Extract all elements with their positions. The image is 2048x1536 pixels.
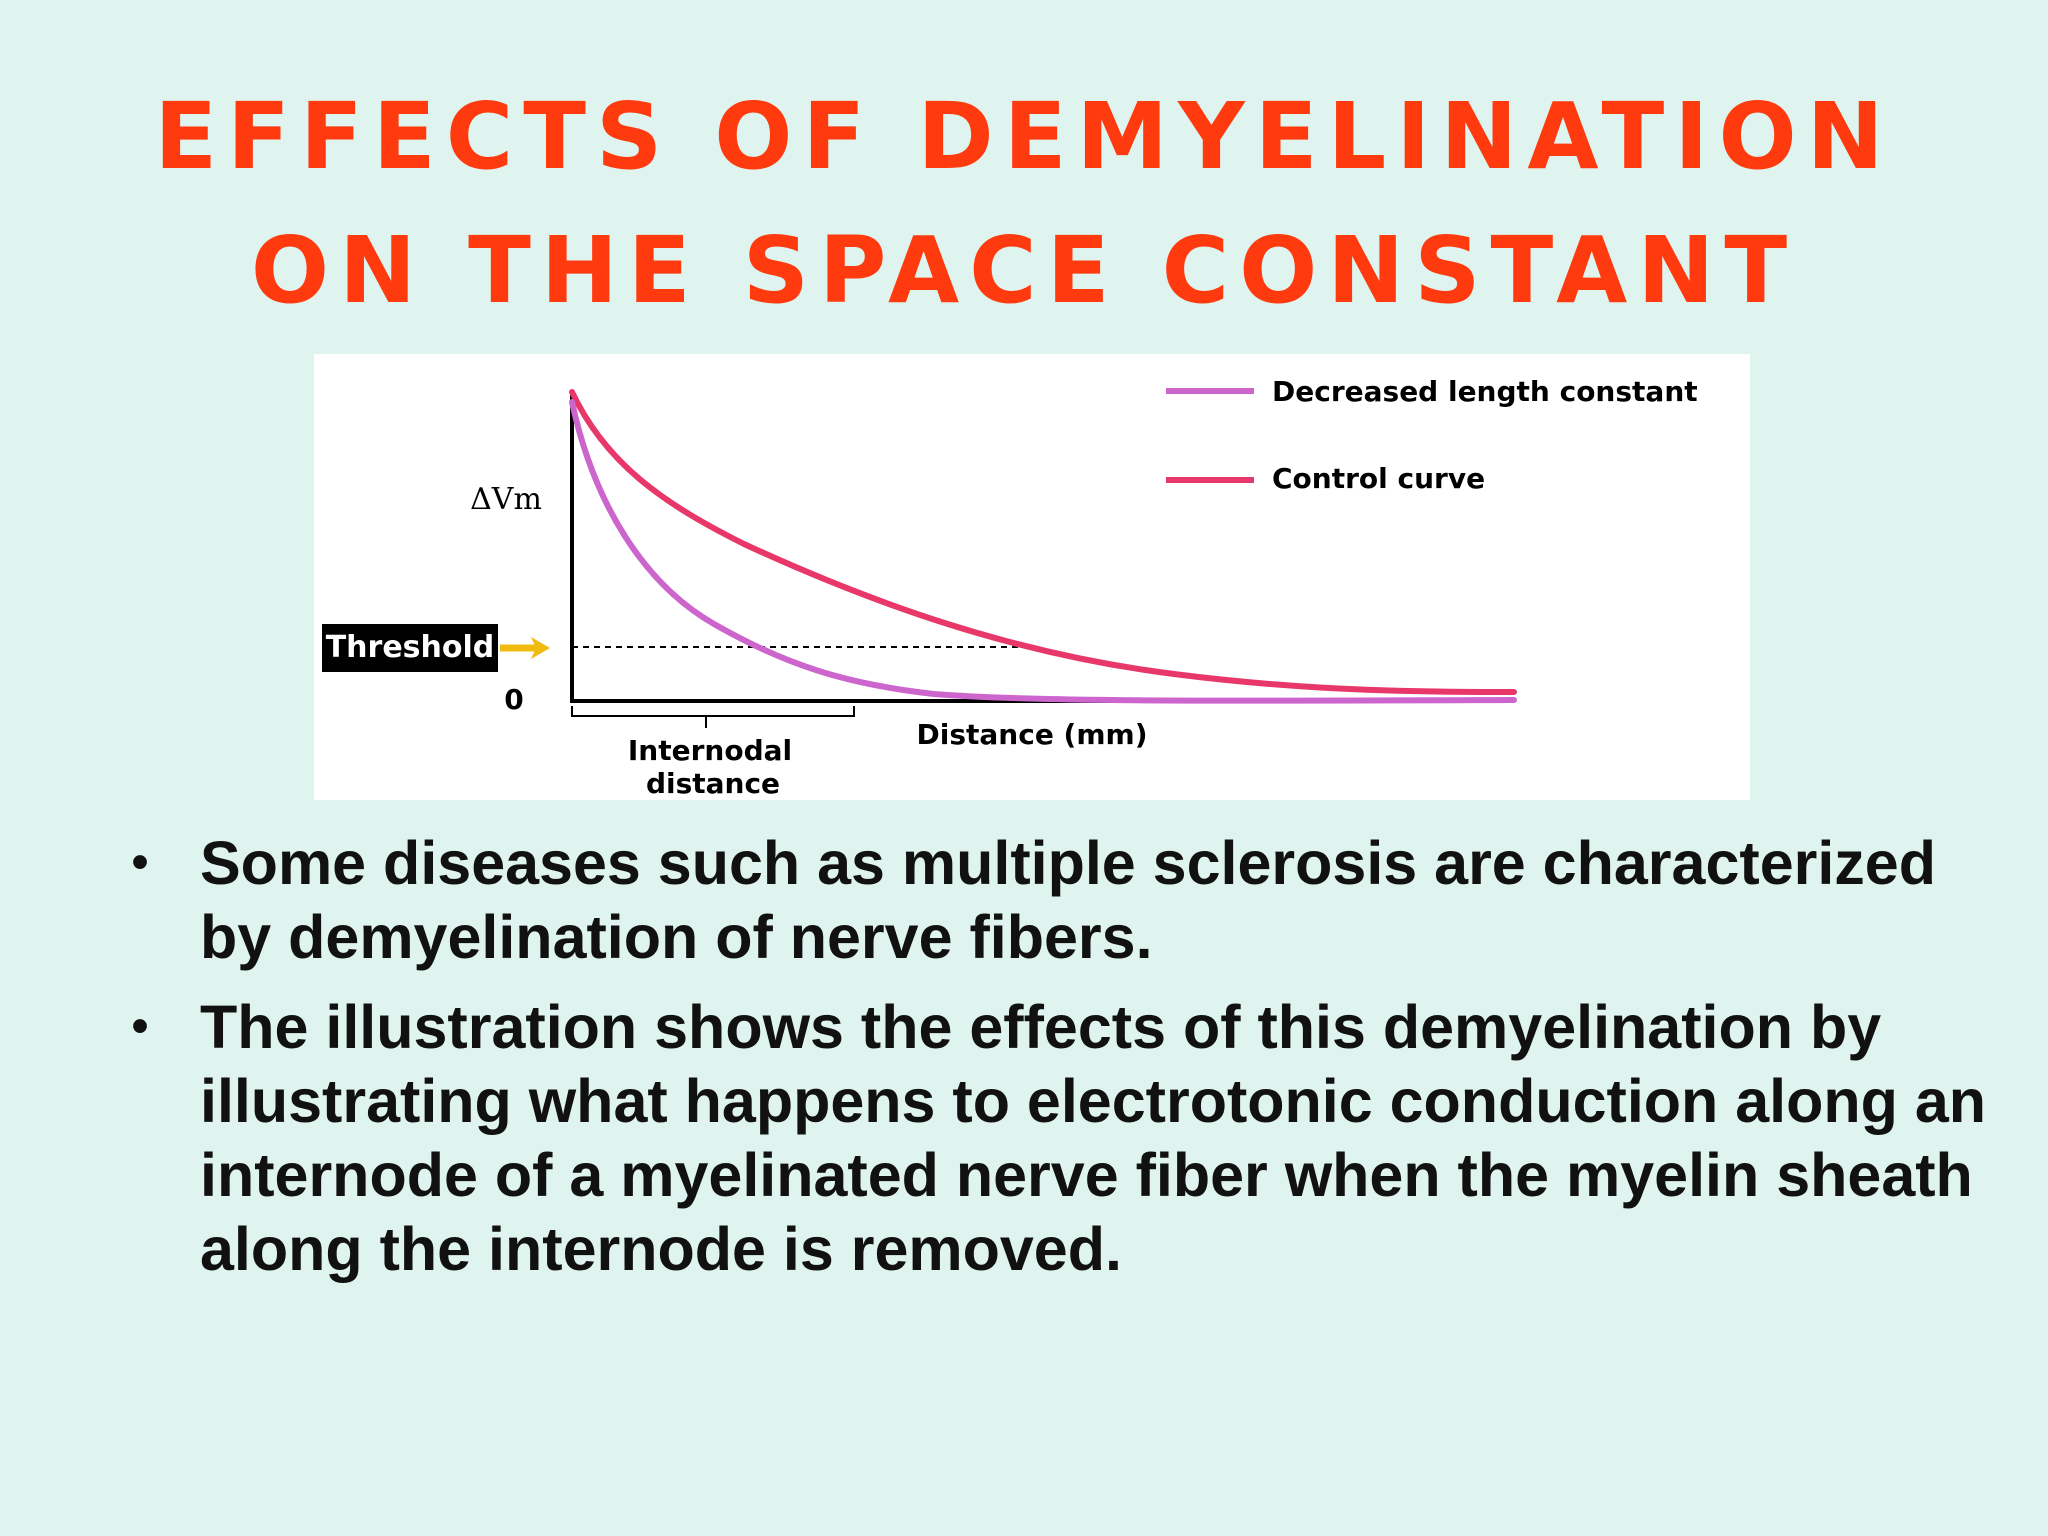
bullet-text: Some diseases such as multiple sclerosis… bbox=[200, 829, 1936, 971]
legend-decreased-label: Decreased length constant bbox=[1272, 375, 1698, 408]
y-axis-label: ΔVm bbox=[470, 482, 542, 517]
bullet-text: The illustration shows the effects of th… bbox=[200, 993, 1987, 1283]
internode-label-line-2: distance bbox=[646, 767, 780, 800]
bullet-icon: • bbox=[131, 1000, 149, 1053]
internode-label-line-1: Internodal bbox=[628, 734, 792, 767]
title-line-2: ON THE SPACE CONSTANT bbox=[250, 217, 1798, 324]
zero-label: 0 bbox=[504, 683, 523, 716]
bullet-icon: • bbox=[131, 836, 149, 889]
decreased-length-constant-curve bbox=[569, 399, 1517, 704]
x-axis-label: Distance (mm) bbox=[917, 718, 1148, 751]
slide-title: EFFECTS OF DEMYELINATION ON THE SPACE CO… bbox=[0, 70, 2048, 338]
threshold-label-box bbox=[322, 624, 498, 672]
threshold-label: Threshold bbox=[326, 630, 495, 665]
bullet-item: • Some diseases such as multiple scleros… bbox=[120, 826, 2000, 974]
title-line-1: EFFECTS OF DEMYELINATION bbox=[154, 83, 1894, 190]
internode-bracket bbox=[571, 706, 855, 728]
threshold-arrow bbox=[531, 637, 550, 659]
control-curve bbox=[569, 389, 1517, 695]
bullet-item: • The illustration shows the effects of … bbox=[120, 990, 2000, 1286]
figure-svg: Threshold ΔVm 0 Distance (mm) Internodal… bbox=[322, 375, 1698, 800]
legend-control-label: Control curve bbox=[1272, 462, 1485, 495]
space-constant-figure: Threshold ΔVm 0 Distance (mm) Internodal… bbox=[314, 354, 1750, 800]
bullet-list: • Some diseases such as multiple scleros… bbox=[120, 826, 2000, 1302]
